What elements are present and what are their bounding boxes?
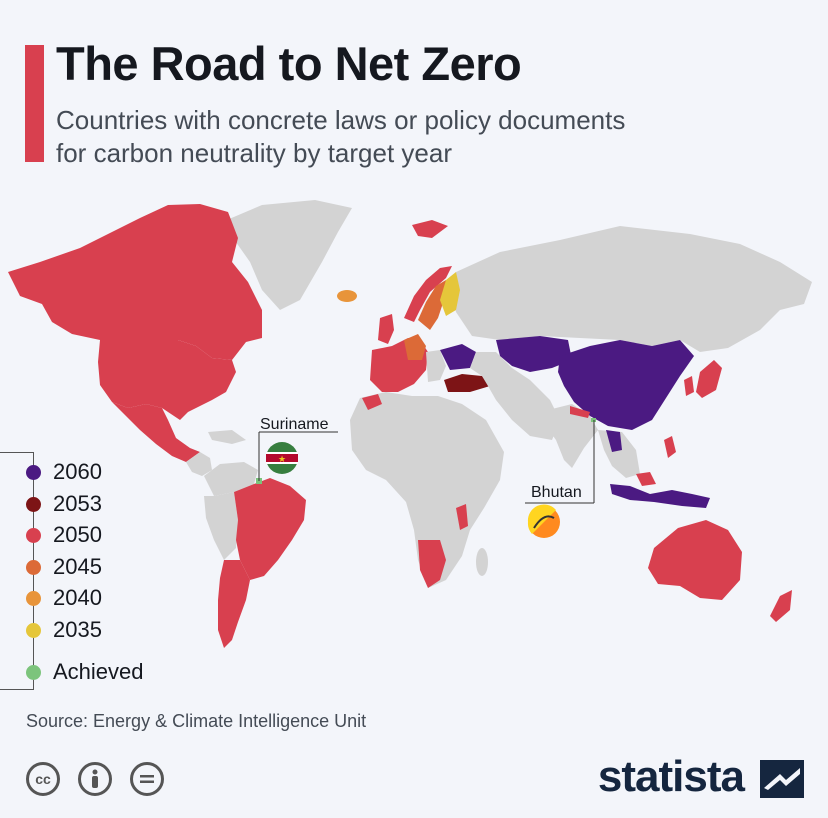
region-southeast-asia [598, 430, 640, 478]
legend-label: 2060 [53, 459, 102, 484]
bhutan-flag-dragon-icon [533, 515, 555, 529]
region-norway [404, 266, 452, 322]
legend-dot-icon [26, 559, 41, 575]
region-malaysia [636, 472, 656, 486]
region-myanmar [606, 430, 622, 452]
region-china [558, 340, 694, 430]
subtitle-line-1: Countries with concrete laws or policy d… [56, 105, 626, 135]
region-nepal [570, 406, 590, 418]
region-central-america [186, 452, 212, 476]
attribution-icon[interactable] [78, 762, 112, 796]
callout-suriname: Suriname [260, 416, 329, 433]
world-map: ★ [8, 200, 812, 648]
region-arctic-islands [412, 220, 448, 238]
region-morocco [362, 394, 382, 410]
legend-label: 2050 [53, 522, 102, 547]
legend-label: 2040 [53, 585, 102, 610]
region-brazil [234, 478, 306, 580]
source-note: Source: Energy & Climate Intelligence Un… [26, 711, 367, 731]
region-indonesia [610, 484, 710, 508]
legend-dot-icon [26, 590, 41, 606]
legend-dot-icon [26, 622, 41, 638]
suriname-flag-star-icon: ★ [278, 454, 286, 464]
legend-dot-icon [26, 464, 41, 480]
legend-item-2045: 2045 [26, 553, 102, 581]
legend-label: Achieved [53, 659, 144, 684]
region-middle-east [470, 352, 560, 440]
subtitle-line-2: for carbon neutrality by target year [56, 138, 452, 168]
region-korea [684, 376, 694, 396]
legend-item-2040: 2040 [26, 584, 102, 612]
legend-dot-icon [26, 527, 41, 543]
region-india [546, 404, 598, 468]
suriname-flag-red-band [266, 454, 298, 462]
region-mexico [112, 402, 200, 462]
legend-item-achieved: Achieved [26, 658, 144, 686]
cc-icon[interactable]: cc [26, 762, 60, 796]
region-greenland [222, 200, 352, 310]
legend-dot-icon [26, 664, 41, 680]
callout-bhutan: Bhutan [531, 484, 582, 501]
legend-label: 2053 [53, 491, 102, 516]
region-caribbean [208, 430, 246, 444]
region-russia [452, 226, 812, 352]
legend-dot-icon [26, 496, 41, 512]
legend-item-2053: 2053 [26, 490, 102, 518]
region-ukraine [440, 344, 476, 370]
no-derivatives-icon[interactable] [130, 762, 164, 796]
region-kazakhstan [496, 336, 572, 372]
legend-label: 2045 [53, 554, 102, 579]
region-andes [204, 492, 238, 560]
legend-item-2060: 2060 [26, 458, 102, 486]
region-finland [440, 272, 460, 316]
region-sweden [418, 280, 446, 330]
region-usa [98, 340, 236, 420]
region-north-south-america [204, 462, 258, 496]
region-turkey [444, 374, 490, 392]
region-uk [378, 314, 394, 344]
page-subtitle: Countries with concrete laws or policy d… [56, 104, 756, 170]
legend-item-2050: 2050 [26, 521, 102, 549]
region-australia [648, 520, 742, 600]
region-madagascar [476, 548, 488, 576]
legend-item-2035: 2035 [26, 616, 102, 644]
region-east-africa [456, 504, 468, 530]
region-argentina [218, 560, 250, 648]
statista-logo-icon[interactable] [760, 760, 804, 798]
region-eastern-europe [426, 350, 446, 382]
region-new-zealand [770, 590, 792, 622]
region-africa [350, 392, 504, 588]
page-title: The Road to Net Zero [56, 37, 522, 90]
brand-logo-text[interactable]: statista [597, 752, 745, 801]
accent-bar [25, 45, 44, 162]
region-southern-africa [418, 540, 446, 588]
region-japan [696, 360, 722, 398]
legend-label: 2035 [53, 617, 102, 642]
region-philippines [664, 436, 676, 458]
region-germany [404, 334, 426, 360]
region-canada [8, 204, 262, 360]
region-iceland [337, 290, 357, 302]
